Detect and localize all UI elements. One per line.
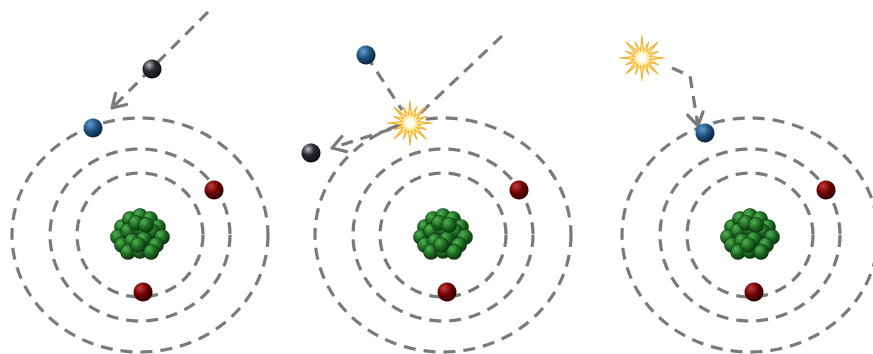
nucleon: [753, 244, 769, 260]
nucleon: [740, 237, 756, 253]
nucleon: [433, 237, 449, 253]
electron-icon: [437, 282, 457, 302]
nucleon: [138, 217, 154, 233]
photon-flash-icon: [386, 99, 434, 147]
orbit-3: [75, 171, 205, 299]
nucleon: [130, 237, 146, 253]
electron-icon: [133, 282, 153, 302]
orbit-2: [48, 147, 232, 323]
capture-path: [671, 66, 700, 127]
orbit-1: [313, 116, 573, 354]
orbit-1: [620, 116, 873, 354]
panel-2: [301, 34, 573, 354]
ejected-arrowhead: [330, 135, 349, 154]
electron-icon: [83, 118, 103, 138]
panel-1: [10, 10, 270, 354]
nucleon: [143, 244, 159, 260]
nucleon: [748, 217, 764, 233]
nucleus-icon: [413, 208, 473, 260]
nucleus-icon: [720, 208, 780, 260]
nucleon: [446, 244, 462, 260]
ejected-path: [331, 121, 411, 150]
panel-3: [618, 34, 873, 354]
incident-particle-icon: [142, 59, 162, 79]
electron-icon: [816, 180, 836, 200]
electron-icon: [509, 180, 529, 200]
nucleon: [441, 217, 457, 233]
incident-arrowhead: [110, 91, 129, 110]
electron-icon: [695, 123, 715, 143]
nucleus-icon: [110, 208, 170, 260]
electron-icon: [744, 282, 764, 302]
orbit-2: [351, 147, 535, 323]
orbit-2: [658, 147, 842, 323]
photon-flash-icon: [618, 34, 666, 82]
flash-core: [405, 118, 415, 128]
orbit-3: [685, 171, 815, 299]
incident-path: [110, 10, 210, 110]
flash-core: [637, 53, 647, 63]
orbit-3: [378, 171, 508, 299]
electron-path: [364, 54, 404, 111]
ejected-particle-icon: [301, 143, 321, 163]
capture-arrowhead: [686, 110, 705, 128]
orbit-1: [10, 116, 270, 354]
electron-icon: [204, 180, 224, 200]
electron-icon: [356, 45, 376, 65]
